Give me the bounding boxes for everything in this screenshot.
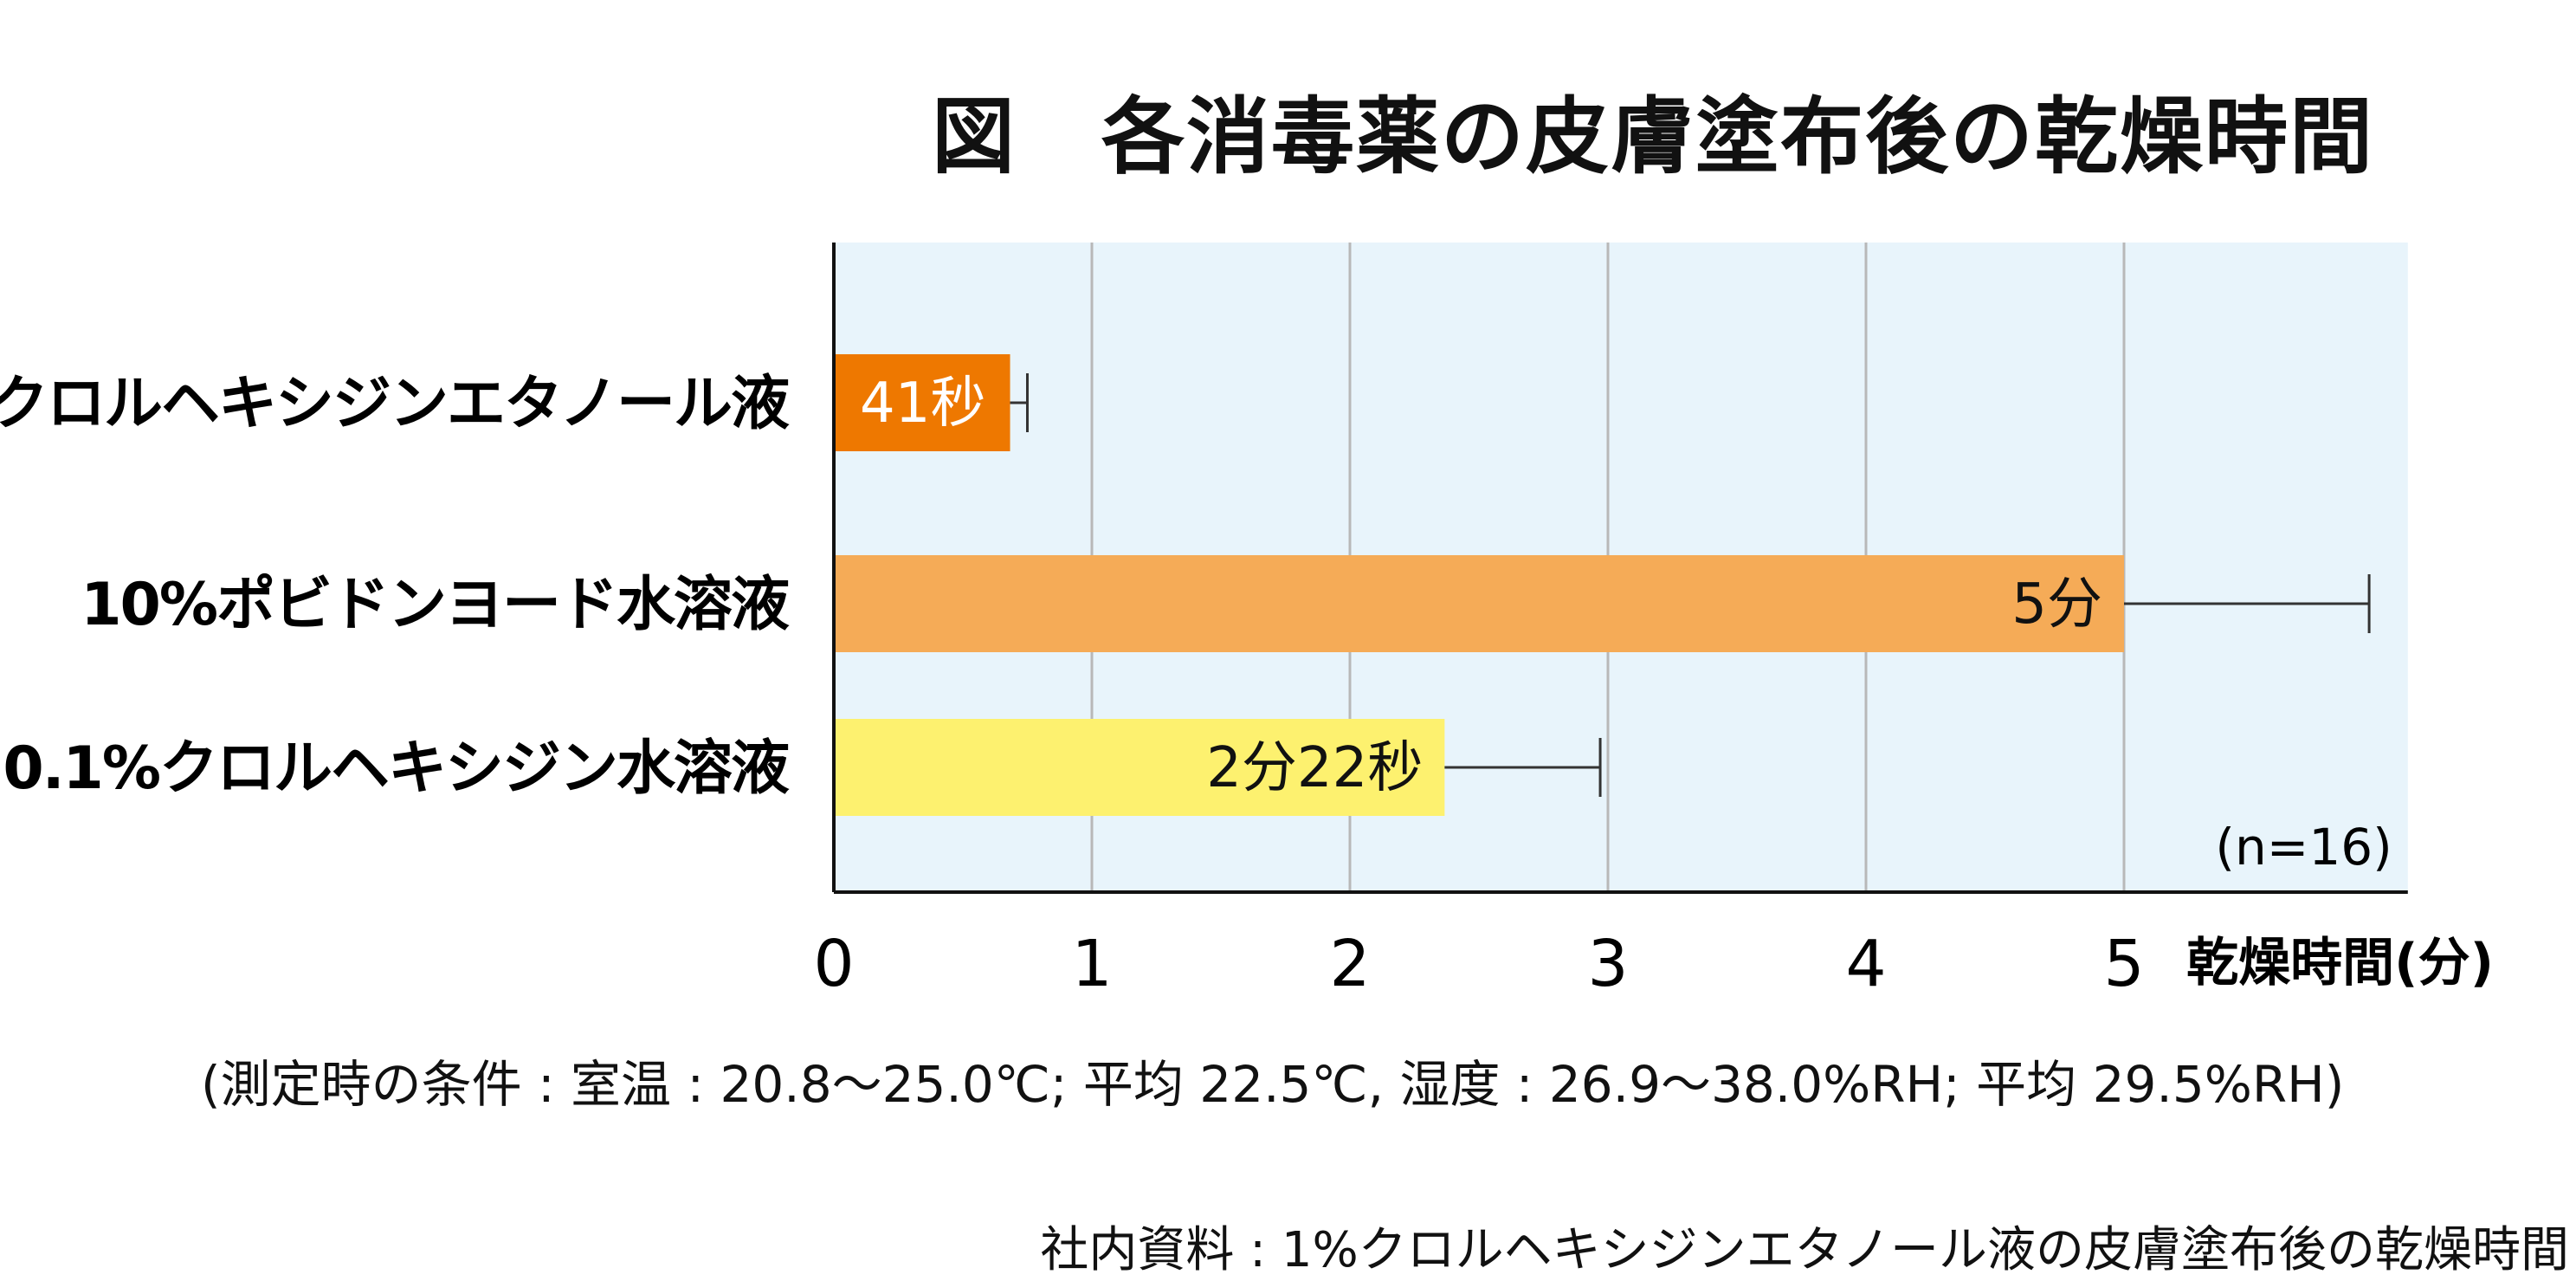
bar-0 [834,354,1010,451]
data-label-0: 41秒 [860,372,985,436]
data-label-1: 5分 [2011,573,2102,637]
tick-label-5: 5 [2103,927,2144,1001]
tick-label-1: 1 [1071,927,1112,1001]
category-label-0: 1%クロルヘキシジンエタノール液 [0,370,790,438]
bar-1 [834,555,2124,652]
data-labels: 41秒 5分 2分22秒 [860,372,2102,800]
tick-label-0: 0 [813,927,854,1001]
tick-label-4: 4 [1845,927,1886,1001]
category-label-1: 10%ポビドンヨード水溶液 [81,571,790,639]
tick-label-3: 3 [1587,927,1628,1001]
x-axis-label: 乾燥時間(分) [2186,933,2494,993]
bars [834,354,2124,816]
chart-title: 図 各消毒薬の皮膚塗布後の乾燥時間 [932,88,2374,185]
sample-size-annotation: (n=16) [2215,818,2392,877]
error-bars [1010,373,2371,797]
data-label-2: 2分22秒 [1206,736,1423,800]
tick-label-2: 2 [1329,927,1370,1001]
category-label-2: 0.1%クロルヘキシジン水溶液 [3,734,790,803]
tick-labels: 0 1 2 3 4 5 [813,927,2144,1001]
bar-2 [834,719,1445,816]
measurement-conditions: (測定時の条件 : 室温 : 20.8〜25.0℃; 平均 22.5℃, 湿度 … [201,1055,2345,1114]
category-labels: 1%クロルヘキシジンエタノール液 10%ポビドンヨード水溶液 0.1%クロルヘキシジ… [0,370,791,803]
source-note: 社内資料 : 1%クロルヘキシジンエタノール液の皮膚塗布後の乾燥時間 [1040,1222,2569,1278]
